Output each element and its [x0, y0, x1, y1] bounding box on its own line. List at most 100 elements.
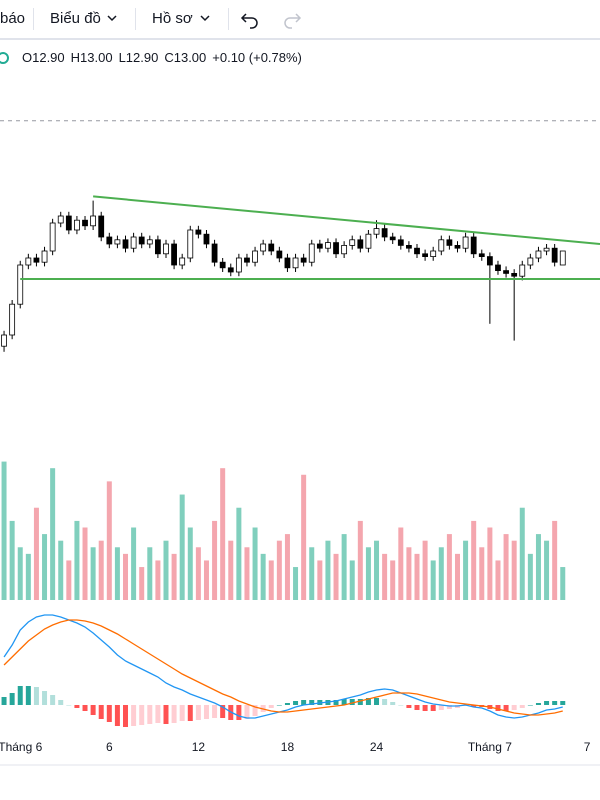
candle-body: [446, 239, 453, 246]
volume-bar: [42, 534, 48, 600]
macd-histogram-bar: [365, 698, 371, 705]
macd-histogram-bar: [155, 705, 161, 723]
volume-bar: [471, 520, 477, 600]
macd-histogram-bar: [98, 705, 104, 719]
macd-histogram-bar: [341, 699, 347, 705]
candle-body: [1, 334, 7, 347]
volume-bar: [155, 560, 161, 600]
macd-histogram-bar: [9, 693, 15, 705]
volume-bar: [463, 540, 469, 600]
macd-histogram-bar: [1, 697, 7, 705]
candle-body: [171, 243, 177, 266]
candle-body: [260, 243, 267, 252]
volume-bar: [406, 547, 412, 600]
macd-histogram-bar: [382, 699, 388, 705]
macd-histogram-bar: [42, 691, 48, 705]
macd-histogram-bar: [187, 705, 193, 721]
volume-bar: [90, 547, 96, 600]
status-dot: [0, 52, 9, 64]
volume-bar: [171, 553, 177, 600]
macd-histogram-bar: [203, 705, 209, 719]
macd-histogram-bar: [301, 700, 307, 705]
candle-body: [406, 244, 412, 249]
macd-histogram-bar: [414, 705, 420, 710]
macd-histogram-bar: [422, 705, 428, 711]
candle-body: [211, 243, 218, 263]
candle-body: [114, 239, 121, 245]
macd-histogram-bar: [25, 686, 31, 705]
volume-bar: [74, 520, 80, 600]
candle-body: [389, 236, 396, 241]
volume-bar: [309, 547, 315, 600]
volume-bar: [244, 547, 250, 600]
macd-histogram-bar: [58, 700, 64, 705]
candle-body: [65, 215, 72, 231]
macd-histogram-bar: [503, 705, 509, 711]
volume-bar: [139, 567, 145, 600]
macd-histogram-bar: [74, 705, 80, 708]
volume-bar: [317, 560, 323, 600]
macd-histogram-bar: [398, 705, 404, 706]
volume-bar: [276, 540, 282, 600]
macd-histogram-bar: [123, 705, 129, 727]
macd-histogram-bar: [212, 705, 218, 718]
volume-bar: [58, 540, 64, 600]
volume-bar: [479, 547, 485, 600]
candle-body: [503, 270, 509, 274]
macd-histogram-bar: [90, 705, 96, 715]
macd-histogram-bar: [195, 705, 201, 720]
macd-histogram-bar: [560, 701, 566, 705]
candle-body: [244, 257, 250, 263]
x-tick-label: Tháng 7: [468, 740, 512, 754]
candle-body: [138, 236, 145, 245]
volume-bar: [252, 527, 258, 600]
candle-body: [74, 219, 80, 231]
macd-histogram-bar: [471, 705, 477, 707]
alert-button[interactable]: báo: [0, 10, 26, 27]
volume-bar: [131, 527, 137, 600]
candle-body: [219, 261, 226, 269]
separator: [228, 8, 229, 30]
volume-bar: [163, 540, 169, 600]
macd-histogram-bar: [268, 705, 274, 708]
macd-histogram-bar: [374, 698, 380, 705]
candle-body: [235, 257, 242, 273]
macd-histogram-bar: [244, 705, 250, 719]
profile-menu[interactable]: Hồ sơ: [152, 10, 193, 27]
volume-bar: [236, 507, 242, 600]
volume-bar: [195, 547, 201, 600]
macd-histogram-bar: [171, 705, 177, 723]
macd-histogram-bar: [293, 701, 299, 705]
volume-bar: [82, 527, 88, 600]
separator: [135, 8, 136, 30]
volume-bar: [187, 527, 193, 600]
macd-histogram-bar: [131, 705, 137, 726]
volume-bar: [333, 553, 339, 600]
macd-histogram-bar: [220, 705, 226, 718]
candle-body: [454, 244, 461, 249]
candle-body: [17, 264, 24, 305]
legend-low: L12.90: [118, 50, 159, 65]
macd-histogram-bar: [114, 705, 120, 726]
volume-bar: [98, 540, 104, 600]
volume-bar: [430, 560, 436, 600]
volume-bar: [33, 507, 39, 600]
x-tick-label: 6: [106, 740, 113, 754]
volume-bar: [228, 540, 234, 600]
volume-bar: [422, 540, 428, 600]
candle-body: [98, 215, 105, 238]
candle-body: [333, 242, 339, 255]
candle-body: [106, 236, 113, 245]
candle-body: [130, 236, 137, 249]
candle-body: [187, 229, 194, 259]
volume-bar: [268, 560, 274, 600]
volume-bar: [552, 520, 558, 600]
volume-bar: [365, 547, 371, 600]
chart-menu[interactable]: Biểu đồ: [50, 10, 101, 27]
candle-body: [470, 236, 477, 255]
candle-body: [397, 239, 404, 246]
candle-body: [414, 247, 420, 255]
volume-bar: [260, 553, 266, 600]
volume-bar: [203, 560, 209, 600]
